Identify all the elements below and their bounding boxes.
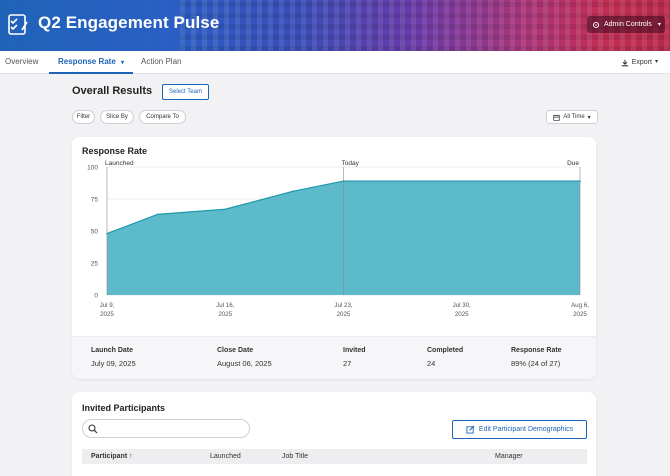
app-title: Q2 Engagement Pulse xyxy=(38,13,220,32)
x-tick-label-year: 2025 xyxy=(218,311,232,318)
x-tick-label: Jul 16, xyxy=(216,302,235,309)
download-icon xyxy=(621,59,628,66)
edit-participant-demographics-label: Edit Participant Demographics xyxy=(478,426,574,433)
participant-search-input[interactable] xyxy=(82,419,250,438)
gear-icon xyxy=(592,21,600,28)
column-header-participant-label: Participant xyxy=(91,453,128,460)
select-team-button[interactable]: Select Team xyxy=(162,84,209,100)
x-tick-label: Aug 6, xyxy=(571,302,589,309)
data-point xyxy=(224,208,227,211)
tab-action-plan[interactable]: Action Plan xyxy=(141,57,182,66)
stat-label-launch-date: Launch Date xyxy=(91,347,134,354)
x-tick-label-year: 2025 xyxy=(337,311,351,318)
stat-value-invited: 27 xyxy=(343,359,352,368)
caret-down-icon: ▾ xyxy=(587,114,591,121)
x-tick-label-year: 2025 xyxy=(573,311,587,318)
stat-label-invited: Invited xyxy=(343,347,366,354)
y-tick-label: 75 xyxy=(91,197,99,204)
app-header: Q2 Engagement Pulse Admin Controls ▾ xyxy=(0,0,670,51)
stat-value-response-rate: 89% (24 of 27) xyxy=(511,359,561,368)
x-tick-label: Jul 30, xyxy=(453,302,472,309)
x-tick-label: Jul 23, xyxy=(334,302,353,309)
stat-value-completed: 24 xyxy=(427,359,436,368)
stats-panel xyxy=(72,336,596,379)
filter-button[interactable]: Filter xyxy=(72,110,95,124)
search-icon xyxy=(88,424,98,434)
export-label: Export xyxy=(631,59,652,66)
x-tick-label-year: 2025 xyxy=(455,311,469,318)
calendar-icon xyxy=(553,114,560,121)
arrow-up-icon: ↑ xyxy=(129,453,133,460)
stat-label-completed: Completed xyxy=(427,347,464,354)
invited-participants-card: Invited Participants Edit Participant De… xyxy=(72,392,596,476)
y-tick-label: 50 xyxy=(91,229,99,236)
marker-label: Today xyxy=(342,160,360,167)
data-point xyxy=(292,190,294,193)
caret-down-icon: ▾ xyxy=(121,60,125,66)
tab-response-rate-label: Response Rate xyxy=(58,57,116,66)
column-header-participant[interactable]: Participant ↑ xyxy=(91,449,133,464)
stat-label-response-rate: Response Rate xyxy=(511,347,562,354)
admin-controls-button[interactable]: Admin Controls ▾ xyxy=(587,16,665,33)
response-rate-chart: 0 25 50 75 100 Launched Today Due Jul 9, 2025 Jul … xyxy=(87,160,589,318)
column-header-manager[interactable]: Manager xyxy=(495,453,523,460)
edit-participant-demographics-button[interactable]: Edit Participant Demographics xyxy=(452,420,587,439)
tab-overview[interactable]: Overview xyxy=(5,57,39,66)
stat-value-close-date: August 06, 2025 xyxy=(217,359,272,368)
tab-response-rate[interactable]: Response Rate ▾ xyxy=(49,51,134,74)
slice-by-button[interactable]: Slice By xyxy=(100,110,134,124)
y-tick-label: 0 xyxy=(94,293,98,300)
stat-value-launch-date: July 09, 2025 xyxy=(91,359,136,368)
column-header-launched[interactable]: Launched xyxy=(210,453,241,460)
stat-label-close-date: Close Date xyxy=(217,347,254,354)
marker-label: Launched xyxy=(105,160,134,167)
participants-title: Invited Participants xyxy=(82,403,166,413)
y-tick-label: 25 xyxy=(91,261,99,268)
caret-down-icon: ▾ xyxy=(657,22,661,28)
column-header-job-title[interactable]: Job Title xyxy=(282,453,309,460)
response-line xyxy=(106,180,580,235)
tab-bar: Overview Response Rate ▾ Action Plan Exp… xyxy=(0,51,670,74)
admin-controls-label: Admin Controls xyxy=(604,21,652,28)
page-title: Overall Results xyxy=(72,85,153,97)
y-tick-label: 100 xyxy=(87,165,98,172)
time-range-dropdown[interactable]: All Time ▾ xyxy=(546,110,598,124)
export-button[interactable]: Export ▾ xyxy=(621,51,658,74)
time-range-label: All Time xyxy=(563,114,585,120)
response-rate-title: Response Rate xyxy=(82,146,148,156)
edit-icon xyxy=(466,425,475,434)
participants-table-header: Participant ↑ Launched Job Title Manager xyxy=(82,449,587,464)
response-rate-card: Response Rate 0 25 50 75 100 Launched Today Due… xyxy=(72,137,596,379)
marker-label: Due xyxy=(567,160,579,167)
caret-down-icon: ▾ xyxy=(654,59,658,65)
compare-to-button[interactable]: Compare To xyxy=(139,110,186,124)
clipboard-check-icon xyxy=(8,14,28,35)
x-tick-label-year: 2025 xyxy=(100,311,114,318)
data-point xyxy=(156,213,159,216)
x-tick-label: Jul 9, xyxy=(100,302,115,309)
